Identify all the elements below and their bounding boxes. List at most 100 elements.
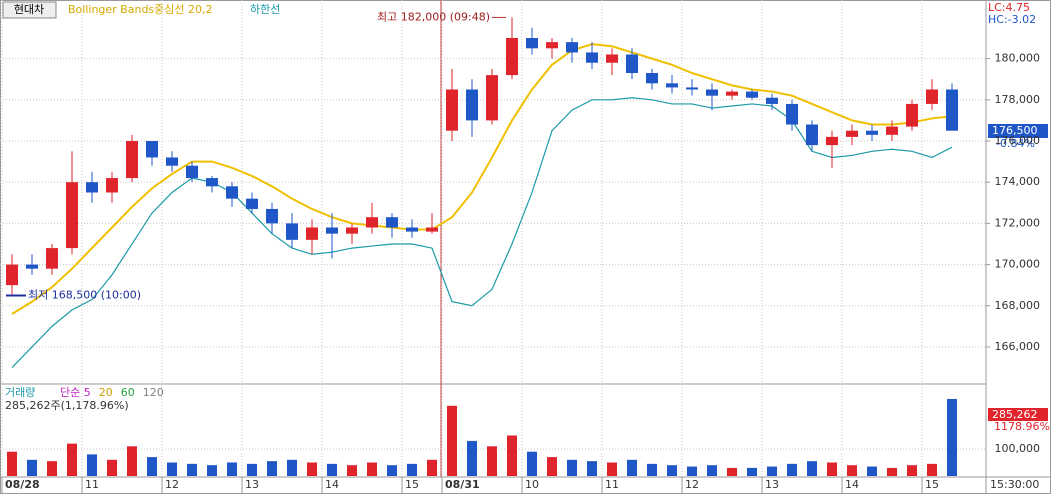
hc-label: HC:-3.02 xyxy=(988,13,1036,26)
volume-bar xyxy=(47,461,57,476)
volume-ma-label: 단순 5 xyxy=(60,386,91,399)
volume-bar xyxy=(747,467,757,476)
volume-bar xyxy=(407,463,417,476)
volume-bar xyxy=(147,457,157,476)
volume-bar xyxy=(87,454,97,476)
volume-bar xyxy=(807,461,817,476)
candle-body xyxy=(666,83,678,88)
volume-bar xyxy=(787,463,797,476)
volume-bar xyxy=(647,463,657,476)
candle-body xyxy=(406,227,418,232)
candle-body xyxy=(106,178,118,193)
candle-body xyxy=(706,89,718,96)
low-annotation: 최저 168,500 (10:00) xyxy=(28,288,141,301)
candle-body xyxy=(46,248,58,269)
candle-body xyxy=(146,140,158,158)
candle-body xyxy=(506,38,518,76)
candle-body xyxy=(286,223,298,240)
volume-bar xyxy=(867,466,877,476)
volume-bar xyxy=(507,435,517,476)
legend-middle: Bollinger Bands중심선 20,2 xyxy=(68,3,213,16)
volume-last-box xyxy=(988,408,1048,421)
last-price: 176,500 xyxy=(992,124,1038,137)
volume-bar xyxy=(887,467,897,476)
volume-bar xyxy=(307,462,317,476)
volume-bar xyxy=(287,459,297,476)
title-box xyxy=(2,1,57,19)
candle-body xyxy=(686,87,698,90)
candle-body xyxy=(886,126,898,135)
chart-title: 현대차 xyxy=(14,3,44,16)
x-tick-label: 13 xyxy=(765,478,779,491)
candle-body xyxy=(166,157,178,166)
volume-bar xyxy=(427,459,437,476)
volume-ma-label: 60 xyxy=(121,386,135,399)
volume-summary: 285,262주(1,178.96%) xyxy=(5,399,129,412)
volume-bar xyxy=(327,463,337,476)
last-price-box xyxy=(988,124,1048,138)
x-tick-label: 12 xyxy=(685,478,699,491)
volume-bar xyxy=(767,466,777,476)
candle-body xyxy=(6,264,18,286)
volume-bar xyxy=(707,465,717,476)
volume-bar xyxy=(447,405,457,476)
x-tick-label: 15 xyxy=(405,478,419,491)
lc-label: LC:4.75 xyxy=(988,1,1030,14)
candle-body xyxy=(946,89,958,131)
volume-bar xyxy=(607,462,617,476)
time-label: 15:30:00 xyxy=(990,478,1039,491)
candle-body xyxy=(186,165,198,179)
volume-bar xyxy=(727,467,737,476)
volume-bar xyxy=(907,465,917,476)
candle-body xyxy=(646,73,658,84)
volume-bar xyxy=(587,461,597,476)
candle-body xyxy=(486,75,498,121)
y-tick-label: 166,000 xyxy=(995,340,1041,353)
legend-lower: 하한선 xyxy=(250,2,280,16)
volume-bar xyxy=(467,440,477,476)
volume-bar xyxy=(267,461,277,476)
x-tick-label: 14 xyxy=(845,478,859,491)
volume-bar xyxy=(367,462,377,476)
candle-body xyxy=(766,97,778,104)
candle-body xyxy=(266,208,278,224)
candle-body xyxy=(786,103,798,125)
volume-ma-label: 20 xyxy=(99,386,113,399)
volume-bar xyxy=(27,459,37,476)
volume-bar xyxy=(927,463,937,476)
change-label: -0.84% xyxy=(996,137,1035,150)
candle-body xyxy=(526,38,538,49)
candle-body xyxy=(826,136,838,146)
volume-bar xyxy=(67,443,77,476)
candle-body xyxy=(26,264,38,269)
x-tick-label: 15 xyxy=(925,478,939,491)
x-tick-label: 10 xyxy=(525,478,539,491)
volume-bar xyxy=(347,465,357,476)
candle-body xyxy=(86,182,98,193)
volume-ma-label: 120 xyxy=(143,386,164,399)
volume-bar xyxy=(687,466,697,476)
candle-body xyxy=(386,217,398,228)
candle-body xyxy=(746,91,758,98)
x-tick-label: 12 xyxy=(165,478,179,491)
volume-bar xyxy=(187,463,197,476)
volume-bar xyxy=(827,462,837,476)
candle-body xyxy=(906,103,918,127)
volume-bar xyxy=(847,465,857,476)
candle-body xyxy=(446,89,458,131)
x-tick-label: 13 xyxy=(245,478,259,491)
volume-bar xyxy=(527,451,537,476)
x-tick-label: 11 xyxy=(605,478,619,491)
indicator-line xyxy=(11,97,953,368)
volume-bar xyxy=(947,398,957,476)
y-tick-label: 176,000 xyxy=(995,134,1041,147)
volume-bar xyxy=(667,465,677,476)
volume-bar xyxy=(127,446,137,476)
candle-body xyxy=(846,130,858,137)
candle-body xyxy=(926,89,938,104)
volume-bar xyxy=(227,462,237,476)
candle-body xyxy=(566,42,578,53)
candle-body xyxy=(246,198,258,209)
